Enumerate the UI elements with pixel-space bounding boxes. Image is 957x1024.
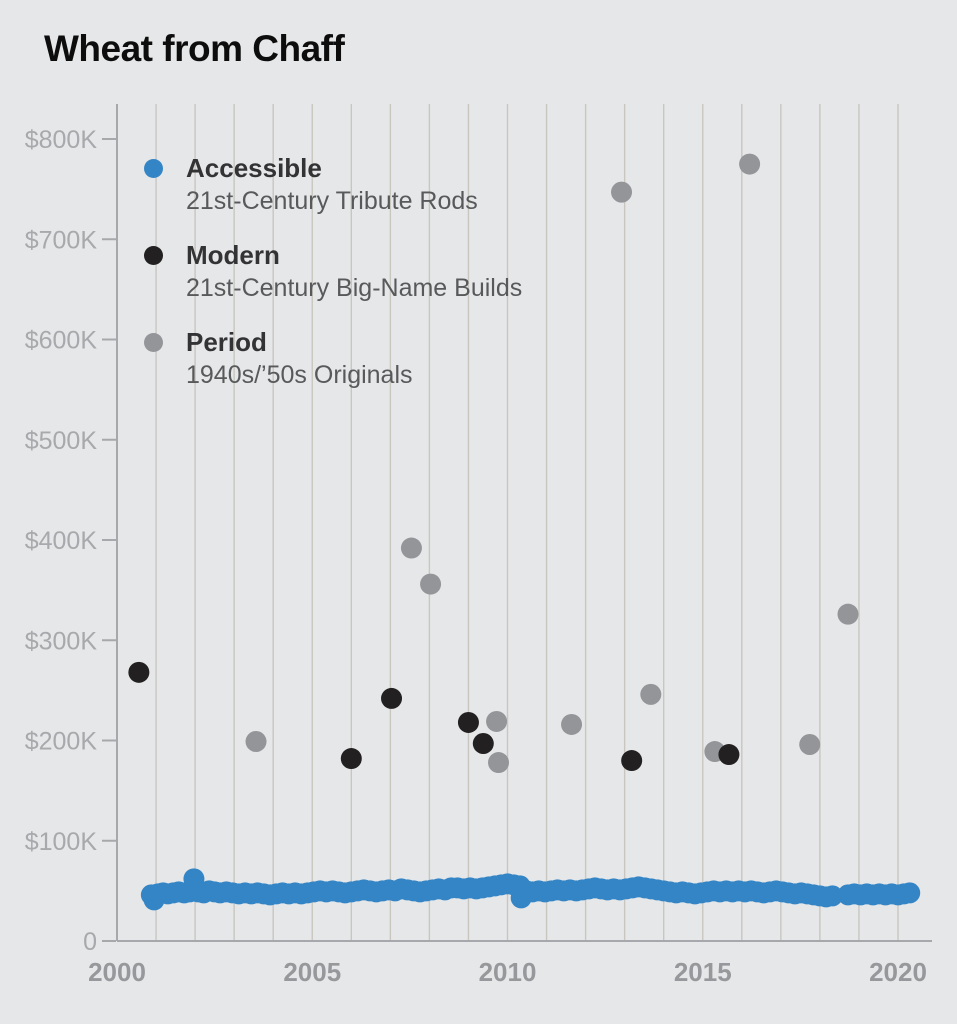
x-tick-label: 2000 [88, 957, 146, 987]
legend-desc-modern: 21st-Century Big-Name Builds [186, 274, 523, 302]
data-point-modern [472, 733, 494, 755]
legend-row-period: Period 1940s/’50s Originals [144, 326, 564, 392]
data-point-modern [457, 711, 479, 733]
y-tick-label: 0 [83, 928, 97, 956]
data-point-period [640, 683, 662, 705]
page-title: Wheat from Chaff [44, 28, 345, 69]
legend-row-accessible: Accessible 21st-Century Tribute Rods [144, 152, 564, 218]
x-tick-label: 2005 [283, 957, 341, 987]
y-tick-label: $800K [25, 126, 98, 154]
data-point-period [611, 181, 633, 203]
data-point-modern [718, 744, 740, 766]
data-point-accessible [899, 882, 921, 904]
y-tick-label: $700K [25, 226, 98, 254]
y-tick-label: $600K [25, 327, 98, 355]
data-point-period [245, 731, 267, 753]
legend: Accessible 21st-Century Tribute Rods Mod… [144, 152, 564, 413]
data-point-period [400, 537, 422, 559]
legend-desc-accessible: 21st-Century Tribute Rods [186, 187, 478, 215]
y-tick-label: $100K [25, 828, 98, 856]
legend-swatch-modern-icon [144, 246, 163, 265]
data-point-modern [128, 661, 150, 683]
data-point-modern [381, 687, 403, 709]
legend-swatch-accessible-icon [144, 159, 163, 178]
data-point-period [486, 710, 508, 732]
x-tick-label: 2010 [479, 957, 537, 987]
y-tick-label: $400K [25, 527, 98, 555]
x-tick-label: 2020 [869, 957, 927, 987]
data-point-period [739, 153, 761, 175]
data-point-modern [340, 748, 362, 770]
data-point-period [561, 713, 583, 735]
data-point-accessible [821, 885, 843, 907]
legend-name-period: Period [186, 327, 267, 357]
legend-swatch-period-icon [144, 333, 163, 352]
data-point-period [488, 752, 510, 774]
data-point-period [799, 734, 821, 756]
y-tick-label: $200K [25, 728, 98, 756]
legend-row-modern: Modern 21st-Century Big-Name Builds [144, 239, 564, 305]
x-tick-label: 2015 [674, 957, 732, 987]
legend-desc-period: 1940s/’50s Originals [186, 361, 413, 389]
y-tick-label: $500K [25, 427, 98, 455]
y-tick-label: $300K [25, 627, 98, 655]
legend-name-accessible: Accessible [186, 153, 322, 183]
data-point-modern [621, 750, 643, 772]
data-point-period [837, 603, 859, 625]
data-point-period [420, 573, 442, 595]
legend-name-modern: Modern [186, 240, 280, 270]
